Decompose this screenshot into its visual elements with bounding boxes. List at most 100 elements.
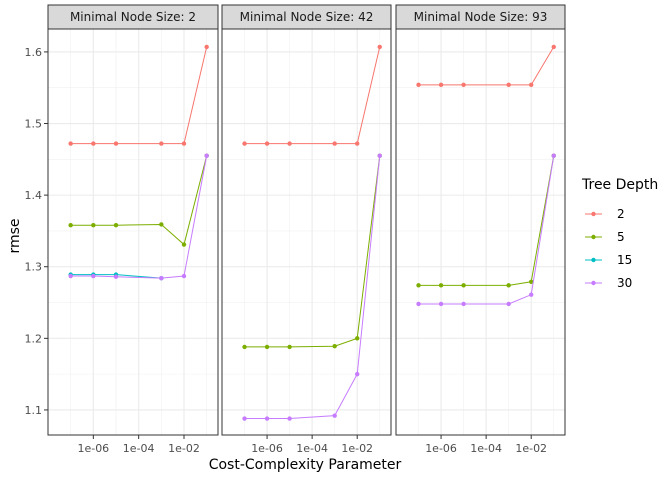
data-point — [68, 141, 73, 146]
data-point — [416, 82, 421, 88]
legend-label: 15 — [617, 253, 632, 267]
data-point — [416, 301, 421, 307]
panel-background — [222, 29, 391, 435]
x-tick-label: 1e-06 — [251, 442, 283, 455]
data-point — [438, 82, 444, 88]
data-point — [204, 153, 209, 158]
legend-label: 2 — [617, 207, 625, 221]
legend-key-point — [591, 211, 596, 217]
panel-border — [221, 28, 392, 436]
series-line — [70, 274, 162, 279]
data-point — [377, 44, 382, 50]
data-point — [355, 371, 360, 377]
data-point — [68, 222, 73, 228]
x-tick-label: 1e-06 — [77, 442, 109, 455]
x-tick-label: 1e-06 — [425, 442, 457, 455]
data-point — [204, 44, 209, 50]
data-point — [461, 283, 466, 288]
data-point — [529, 292, 534, 297]
series-line — [418, 46, 555, 86]
data-point — [355, 336, 360, 341]
legend-key-point — [591, 257, 596, 263]
data-point — [287, 141, 292, 146]
data-point — [461, 301, 466, 307]
facet-strip — [221, 4, 392, 30]
y-axis: 1.1 1.2 1.3 1.4 1.5 1.6 — [25, 46, 48, 417]
series-line — [244, 155, 381, 420]
data-point — [332, 413, 337, 418]
legend-key-point — [591, 280, 596, 286]
data-point — [242, 416, 247, 421]
panel-border — [395, 28, 566, 436]
series-line — [244, 155, 381, 348]
data-point — [181, 273, 187, 279]
data-point — [91, 141, 96, 146]
data-point — [159, 141, 164, 146]
facet-strip-label: Minimal Node Size: 93 — [414, 10, 548, 24]
data-point — [332, 344, 337, 349]
legend-key-point — [591, 234, 596, 240]
data-point — [113, 274, 119, 279]
data-point — [287, 416, 292, 421]
data-point — [242, 344, 247, 350]
facet-panel: Minimal Node Size: 42 — [221, 4, 392, 436]
data-point — [287, 344, 292, 350]
data-point — [113, 141, 119, 146]
data-point — [264, 416, 270, 421]
series-line — [418, 155, 555, 286]
data-point — [506, 283, 511, 288]
x-tick-label: 1e-02 — [515, 442, 547, 455]
data-point — [438, 301, 444, 307]
y-tick-label: 1.4 — [25, 189, 43, 202]
legend-title: Tree Depth — [581, 177, 658, 193]
series-line — [244, 46, 381, 145]
data-point — [529, 82, 534, 88]
data-point — [68, 273, 73, 279]
legend-label: 30 — [617, 276, 632, 290]
x-tick-label: 1e-02 — [168, 442, 200, 455]
data-point — [355, 141, 360, 146]
data-point — [529, 279, 534, 284]
data-point — [159, 222, 164, 227]
facet-strip-label: Minimal Node Size: 42 — [240, 10, 374, 24]
data-point — [332, 141, 337, 146]
facet-strip-label: Minimal Node Size: 2 — [70, 10, 196, 24]
data-point — [377, 153, 382, 158]
x-axis-title: Cost-Complexity Parameter — [209, 457, 402, 473]
x-tick-label: 1e-02 — [341, 442, 373, 455]
data-point — [159, 275, 164, 281]
data-point — [264, 141, 270, 146]
series-line — [70, 46, 208, 145]
chart-panels: Minimal Node Size: 2 Minimal Node Size: 4… — [47, 4, 566, 436]
series-line — [70, 155, 208, 279]
facet-strip — [47, 4, 219, 30]
data-point — [91, 222, 96, 228]
y-axis-title: rmse — [7, 218, 23, 253]
x-tick-label: 1e-04 — [470, 442, 502, 455]
panel-background — [396, 29, 565, 435]
legend: Tree Depth 2 5 15 30 — [581, 177, 658, 290]
data-point — [242, 141, 247, 146]
data-point — [181, 242, 187, 247]
data-point — [181, 141, 187, 146]
data-point — [264, 344, 270, 350]
data-point — [91, 273, 96, 279]
series-line — [418, 155, 555, 305]
legend-label: 5 — [617, 230, 625, 244]
facet-panel: Minimal Node Size: 93 — [395, 4, 566, 436]
data-point — [113, 222, 119, 228]
x-axes: 1e-06 1e-04 1e-02 1e-06 1e-04 1e-02 1e-06 1e-04… — [77, 435, 547, 455]
y-tick-label: 1.2 — [25, 332, 43, 345]
y-tick-label: 1.3 — [25, 261, 43, 274]
data-point — [416, 283, 421, 288]
panel-border — [47, 28, 219, 436]
y-tick-label: 1.1 — [25, 404, 43, 417]
data-point — [506, 301, 511, 307]
y-tick-label: 1.6 — [25, 46, 43, 59]
y-tick-label: 1.5 — [25, 118, 43, 131]
data-point — [551, 44, 556, 50]
facet-panel: Minimal Node Size: 2 — [47, 4, 219, 436]
x-tick-label: 1e-04 — [123, 442, 155, 455]
x-tick-label: 1e-04 — [296, 442, 328, 455]
